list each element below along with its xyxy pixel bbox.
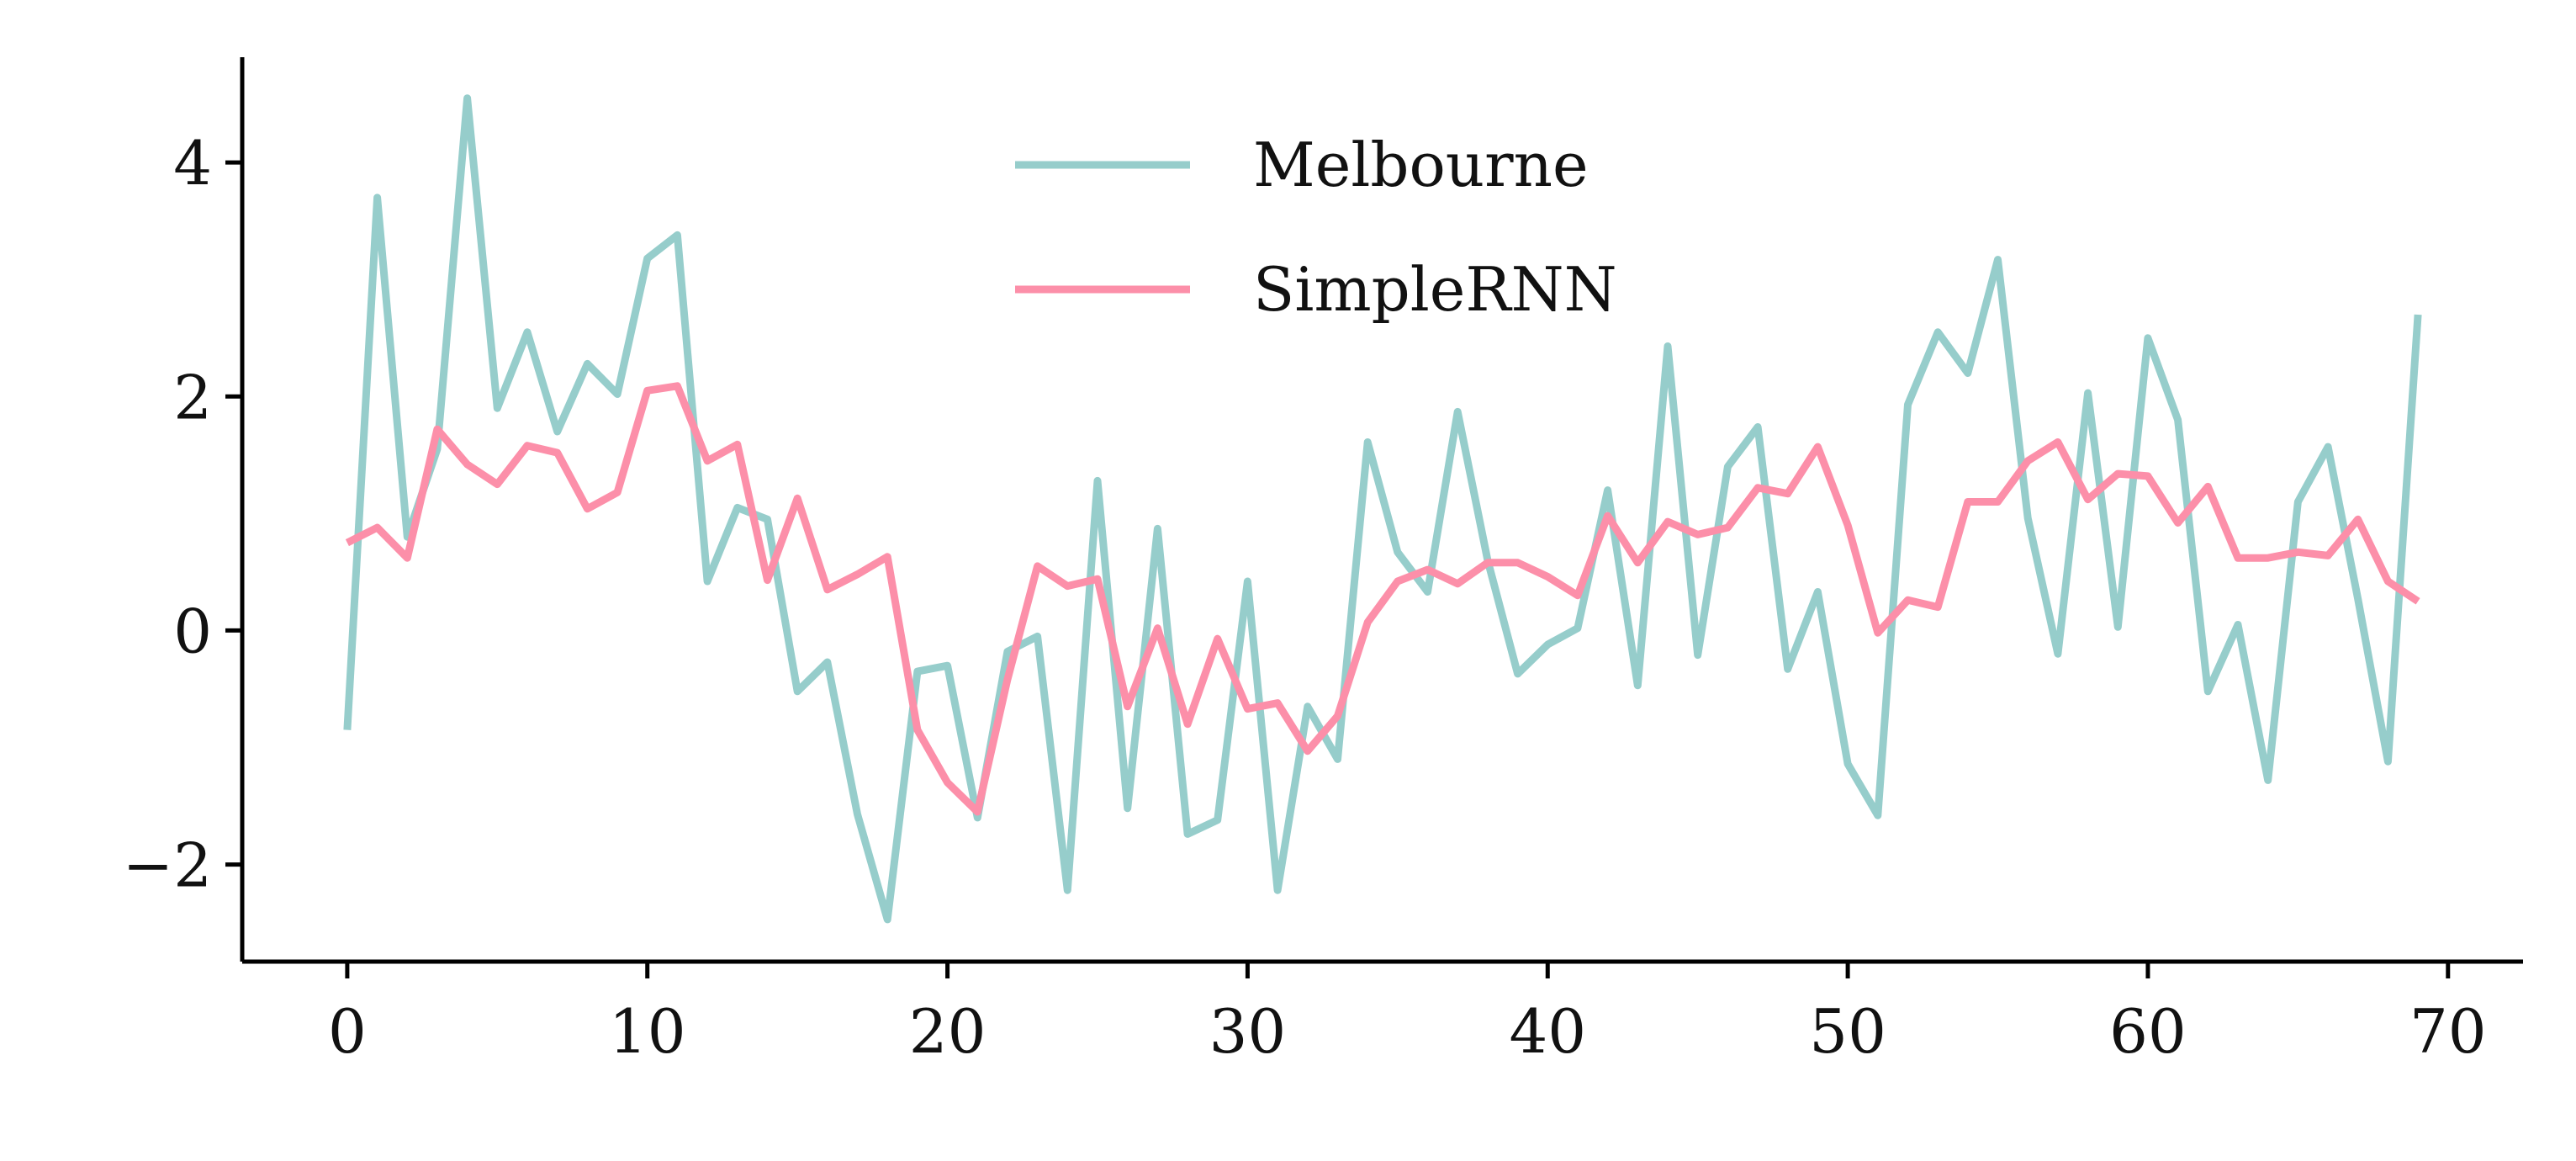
x-tick-label: 10	[609, 996, 686, 1067]
legend-label-melbourne: Melbourne	[1253, 130, 1589, 200]
axes: 0 10 20 30 40 50 60 70 −2 0 2 4	[123, 57, 2523, 1067]
legend: Melbourne SimpleRNN	[1015, 130, 1617, 325]
x-tick-label: 50	[1809, 996, 1886, 1067]
x-tick-label: 40	[1509, 996, 1586, 1067]
x-tick-label: 20	[909, 996, 986, 1067]
x-tick-label: 60	[2109, 996, 2187, 1067]
y-axis-ticks: −2 0 2 4	[123, 128, 242, 901]
x-tick-label: 0	[328, 996, 367, 1067]
y-tick-label: −2	[123, 830, 212, 901]
y-tick-label: 0	[173, 596, 212, 666]
series-line-simplernn	[345, 382, 2420, 816]
series-layer	[343, 94, 2422, 924]
x-axis-ticks: 0 10 20 30 40 50 60 70	[328, 962, 2487, 1067]
y-tick-label: 2	[173, 362, 212, 432]
series-line-melbourne	[343, 94, 2422, 924]
legend-label-simplernn: SimpleRNN	[1253, 254, 1617, 325]
x-tick-label: 30	[1209, 996, 1287, 1067]
y-tick-label: 4	[173, 128, 212, 199]
x-tick-label: 70	[2409, 996, 2487, 1067]
